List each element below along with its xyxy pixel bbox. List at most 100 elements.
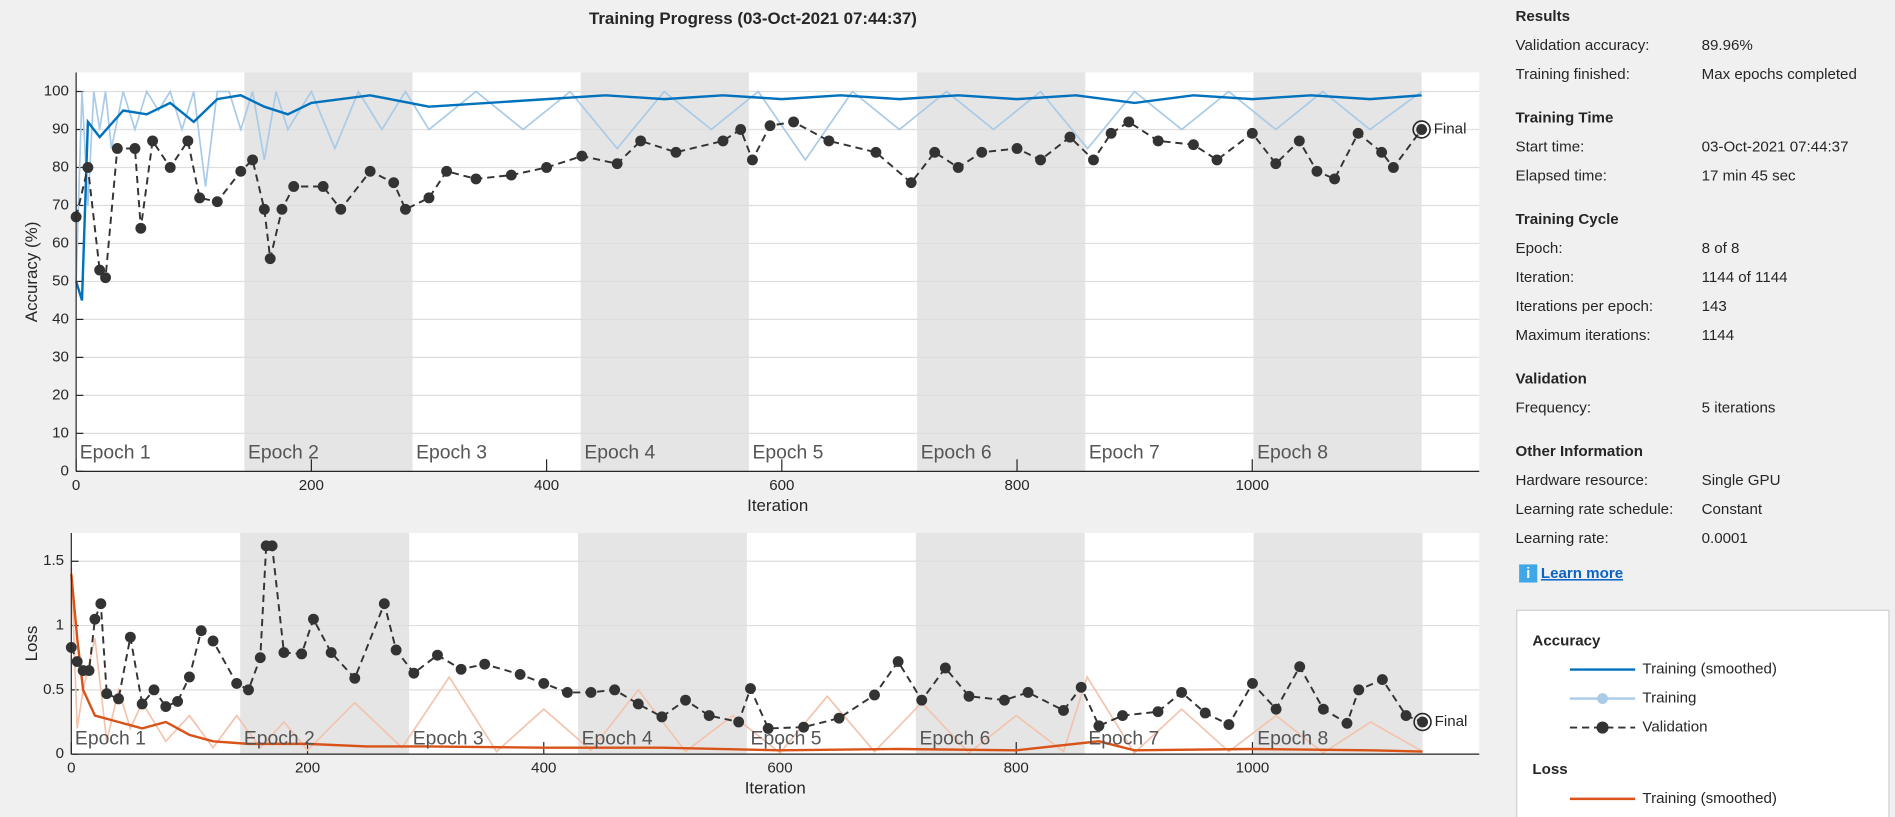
epoch-label: Epoch 1 — [80, 442, 151, 463]
validation-point — [1270, 158, 1282, 170]
x-tick-label: 200 — [299, 477, 324, 494]
validation-point — [1123, 116, 1135, 128]
validation-point — [745, 683, 756, 695]
epoch-label: Epoch 6 — [919, 729, 990, 750]
legend-entry: Training — [1642, 690, 1696, 707]
validation-point — [1294, 661, 1306, 673]
validation-point — [1176, 686, 1188, 698]
x-tick-label: 800 — [1004, 760, 1029, 777]
epoch-label: Epoch 5 — [751, 729, 822, 750]
validation-line — [70, 544, 1423, 730]
info-value: 0.0001 — [1702, 530, 1748, 547]
epoch-label: Epoch 4 — [582, 729, 653, 750]
validation-point — [1211, 154, 1223, 166]
validation-point — [869, 689, 880, 701]
validation-point — [288, 181, 300, 192]
validation-point — [129, 143, 141, 154]
validation-point — [823, 135, 835, 147]
y-tick-label: 70 — [52, 196, 69, 213]
section-heading: Results — [1516, 8, 1571, 25]
legend-entry: Validation — [1642, 719, 1707, 736]
validation-point — [1058, 704, 1069, 716]
epoch-band — [1253, 532, 1423, 755]
epoch-label: Epoch 8 — [1257, 729, 1328, 750]
epoch-band — [244, 72, 413, 472]
info-label: Iterations per epoch: — [1516, 298, 1654, 315]
legend-heading: Loss — [1532, 761, 1567, 778]
validation-point — [423, 192, 435, 204]
info-value: 143 — [1702, 298, 1727, 315]
info-value: 8 of 8 — [1702, 240, 1740, 257]
validation-point — [148, 684, 160, 696]
validation-point — [364, 165, 376, 177]
validation-point — [609, 684, 621, 696]
validation-point — [576, 150, 588, 162]
validation-point — [194, 192, 206, 204]
validation-point — [1022, 686, 1034, 698]
validation-point — [432, 649, 443, 661]
validation-point — [1352, 127, 1364, 139]
validation-point — [325, 647, 337, 659]
y-tick-label: 50 — [52, 272, 69, 289]
y-tick-label: 1.5 — [43, 552, 64, 569]
legend-entry: Training (smoothed) — [1642, 661, 1777, 678]
validation-point — [164, 162, 176, 173]
epoch-band — [915, 532, 1085, 755]
validation-point — [243, 684, 254, 696]
y-axis-label: Loss — [22, 626, 41, 662]
validation-point — [905, 177, 917, 189]
validation-point — [1247, 677, 1258, 689]
y-tick-label: 0 — [60, 462, 68, 479]
validation-point — [939, 662, 951, 674]
training-line — [70, 574, 1423, 753]
validation-point — [929, 146, 941, 158]
y-tick-label: 100 — [44, 83, 69, 100]
learn-more-link[interactable]: Learn more — [1541, 565, 1623, 582]
training-line — [74, 94, 1422, 301]
info-label: Hardware resource: — [1516, 472, 1649, 489]
validation-point — [670, 146, 682, 158]
validation-point — [349, 672, 361, 684]
validation-point — [680, 694, 691, 706]
validation-point — [317, 181, 329, 192]
validation-point — [538, 677, 550, 689]
epoch-label: Epoch 8 — [1257, 442, 1328, 463]
y-tick-label: 40 — [52, 310, 69, 327]
epoch-label: Epoch 2 — [248, 442, 319, 463]
info-label: Frequency: — [1516, 399, 1592, 416]
section-heading: Training Time — [1516, 109, 1614, 126]
validation-point — [247, 154, 258, 166]
x-tick-label: 800 — [1004, 477, 1029, 494]
validation-point — [258, 203, 270, 215]
final-label: Final — [1435, 713, 1468, 730]
info-value: Single GPU — [1702, 472, 1781, 489]
info-value: 89.96% — [1702, 37, 1753, 54]
validation-point — [183, 671, 195, 683]
validation-point — [746, 154, 758, 166]
legend-box — [1516, 609, 1890, 817]
final-marker — [1413, 712, 1432, 732]
validation-point — [1416, 124, 1428, 135]
validation-point — [160, 701, 172, 713]
x-tick-label: 400 — [531, 760, 556, 777]
validation-point — [762, 722, 774, 734]
validation-point — [717, 135, 729, 147]
info-value: 5 iterations — [1702, 399, 1776, 416]
validation-point — [1064, 131, 1076, 143]
legend-heading: Accuracy — [1532, 633, 1601, 650]
validation-point — [764, 120, 776, 132]
validation-point — [1223, 719, 1235, 731]
validation-point — [1400, 710, 1412, 722]
epoch-label: Epoch 7 — [1089, 442, 1160, 463]
validation-point — [833, 712, 845, 724]
info-value: 1144 of 1144 — [1702, 269, 1788, 286]
info-label: Learning rate: — [1516, 530, 1609, 547]
validation-point — [1105, 127, 1117, 139]
epoch-label: Epoch 4 — [584, 442, 655, 463]
x-tick-label: 1000 — [1236, 760, 1270, 777]
x-tick-label: 0 — [72, 477, 80, 494]
validation-point — [335, 203, 347, 215]
y-tick-label: 10 — [52, 424, 69, 441]
info-label: Epoch: — [1516, 240, 1563, 257]
epoch-label: Epoch 1 — [75, 729, 146, 750]
